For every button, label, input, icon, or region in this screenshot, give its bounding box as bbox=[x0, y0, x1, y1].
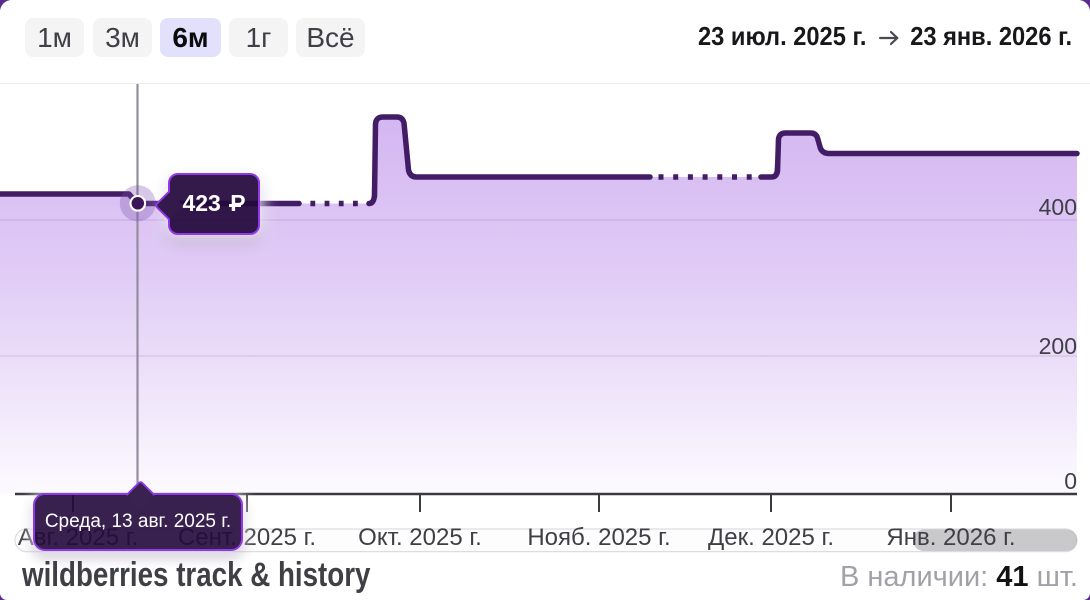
svg-text:200: 200 bbox=[1039, 333, 1077, 359]
svg-text:Янв. 2026 г.: Янв. 2026 г. bbox=[886, 524, 1015, 551]
svg-text:0: 0 bbox=[1064, 468, 1077, 494]
svg-text:Нояб. 2025 г.: Нояб. 2025 г. bbox=[527, 524, 670, 551]
svg-text:400: 400 bbox=[1039, 194, 1077, 220]
svg-text:Дек. 2025 г.: Дек. 2025 г. bbox=[708, 524, 834, 551]
svg-text:Окт. 2025 г.: Окт. 2025 г. bbox=[358, 524, 482, 551]
